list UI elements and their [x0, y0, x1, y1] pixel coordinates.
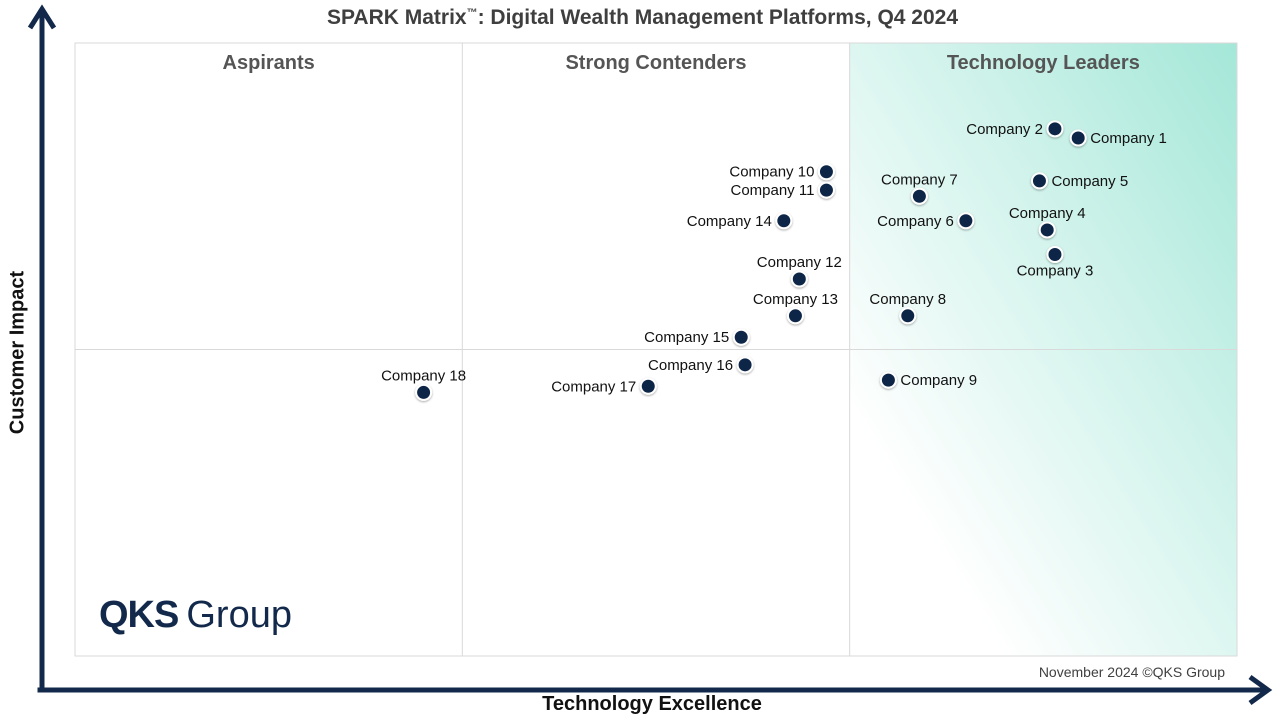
company-point[interactable]: Company 14 — [687, 212, 793, 230]
y-axis-arrowhead — [27, 4, 57, 30]
company-point[interactable]: Company 9 — [879, 371, 977, 389]
company-label: Company 15 — [644, 329, 729, 346]
company-marker[interactable] — [899, 307, 917, 325]
company-label: Company 12 — [757, 254, 842, 271]
company-point[interactable]: Company 17 — [551, 377, 657, 395]
company-marker[interactable] — [910, 187, 928, 205]
company-label: Company 2 — [966, 121, 1043, 138]
company-point[interactable]: Company 10 — [729, 163, 835, 181]
company-marker[interactable] — [415, 383, 433, 401]
company-label: Company 1 — [1090, 130, 1167, 147]
quadrant-label: Strong Contenders — [565, 52, 746, 74]
company-marker[interactable] — [817, 181, 835, 199]
company-label: Company 10 — [729, 164, 814, 181]
company-label: Company 17 — [551, 378, 636, 395]
company-marker[interactable] — [790, 270, 808, 288]
company-label: Company 13 — [753, 291, 838, 308]
quadrant-layer: Aspirants Strong Contenders Technology Lea… — [74, 42, 1238, 657]
footer-note: November 2024 ©QKS Group — [1038, 664, 1225, 680]
company-label: Company 7 — [881, 171, 958, 188]
company-point[interactable]: Company 4 — [1009, 205, 1086, 239]
company-point[interactable]: Company 15 — [644, 328, 750, 346]
chart-title: SPARK Matrix™: Digital Wealth Management… — [0, 6, 1280, 30]
company-marker[interactable] — [957, 212, 975, 230]
company-label: Company 4 — [1009, 205, 1086, 222]
x-axis-arrowhead — [1248, 674, 1273, 706]
company-marker[interactable] — [879, 371, 897, 389]
company-marker[interactable] — [1046, 245, 1064, 263]
title-main: SPARK Matrix — [326, 6, 467, 29]
company-marker[interactable] — [786, 307, 804, 325]
data-points: Company 1 Company 2 Company 3 Company 4 Comp… — [381, 120, 1167, 401]
axis-lines — [37, 12, 1265, 693]
company-marker[interactable] — [736, 356, 754, 374]
company-marker[interactable] — [1030, 172, 1048, 190]
quadrant-label: Technology Leaders — [947, 52, 1140, 74]
company-marker[interactable] — [817, 163, 835, 181]
company-point[interactable]: Company 11 — [730, 181, 835, 199]
company-label: Company 3 — [1017, 262, 1094, 279]
company-label: Company 9 — [900, 372, 977, 389]
logo-group-text: Group — [186, 594, 292, 636]
quadrant-label: Aspirants — [223, 52, 315, 74]
company-label: Company 6 — [877, 213, 954, 230]
company-marker[interactable] — [732, 328, 750, 346]
company-point[interactable]: Company 7 — [881, 171, 958, 205]
company-point[interactable]: Company 16 — [648, 356, 754, 374]
company-label: Company 14 — [687, 213, 772, 230]
logo-qks-text: QKS — [99, 594, 179, 636]
company-point[interactable]: Company 1 — [1069, 129, 1167, 147]
company-marker[interactable] — [775, 212, 793, 230]
company-point[interactable]: Company 13 — [753, 291, 838, 325]
company-label: Company 18 — [381, 367, 466, 384]
company-point[interactable]: Company 5 — [1030, 172, 1128, 190]
company-point[interactable]: Company 2 — [966, 120, 1064, 138]
trademark-mark: ™ — [466, 7, 478, 19]
company-point[interactable]: Company 3 — [1017, 245, 1094, 279]
x-axis-label: Technology Excellence — [542, 693, 762, 715]
company-marker[interactable] — [1069, 129, 1087, 147]
company-marker[interactable] — [639, 377, 657, 395]
company-marker[interactable] — [1046, 120, 1064, 138]
company-point[interactable]: Company 6 — [877, 212, 975, 230]
company-label: Company 8 — [869, 291, 946, 308]
axes — [27, 4, 1273, 706]
company-label: Company 16 — [648, 357, 733, 374]
company-marker[interactable] — [1038, 221, 1056, 239]
title-rest: : Digital Wealth Management Platforms, Q… — [477, 6, 959, 29]
company-label: Company 11 — [730, 182, 814, 199]
company-point[interactable]: Company 12 — [757, 254, 842, 288]
company-point[interactable]: Company 18 — [381, 367, 466, 401]
company-label: Company 5 — [1051, 173, 1128, 190]
y-axis-label: Customer Impact — [6, 270, 29, 435]
company-point[interactable]: Company 8 — [869, 291, 946, 325]
qks-group-logo: QKS Group — [99, 594, 292, 637]
